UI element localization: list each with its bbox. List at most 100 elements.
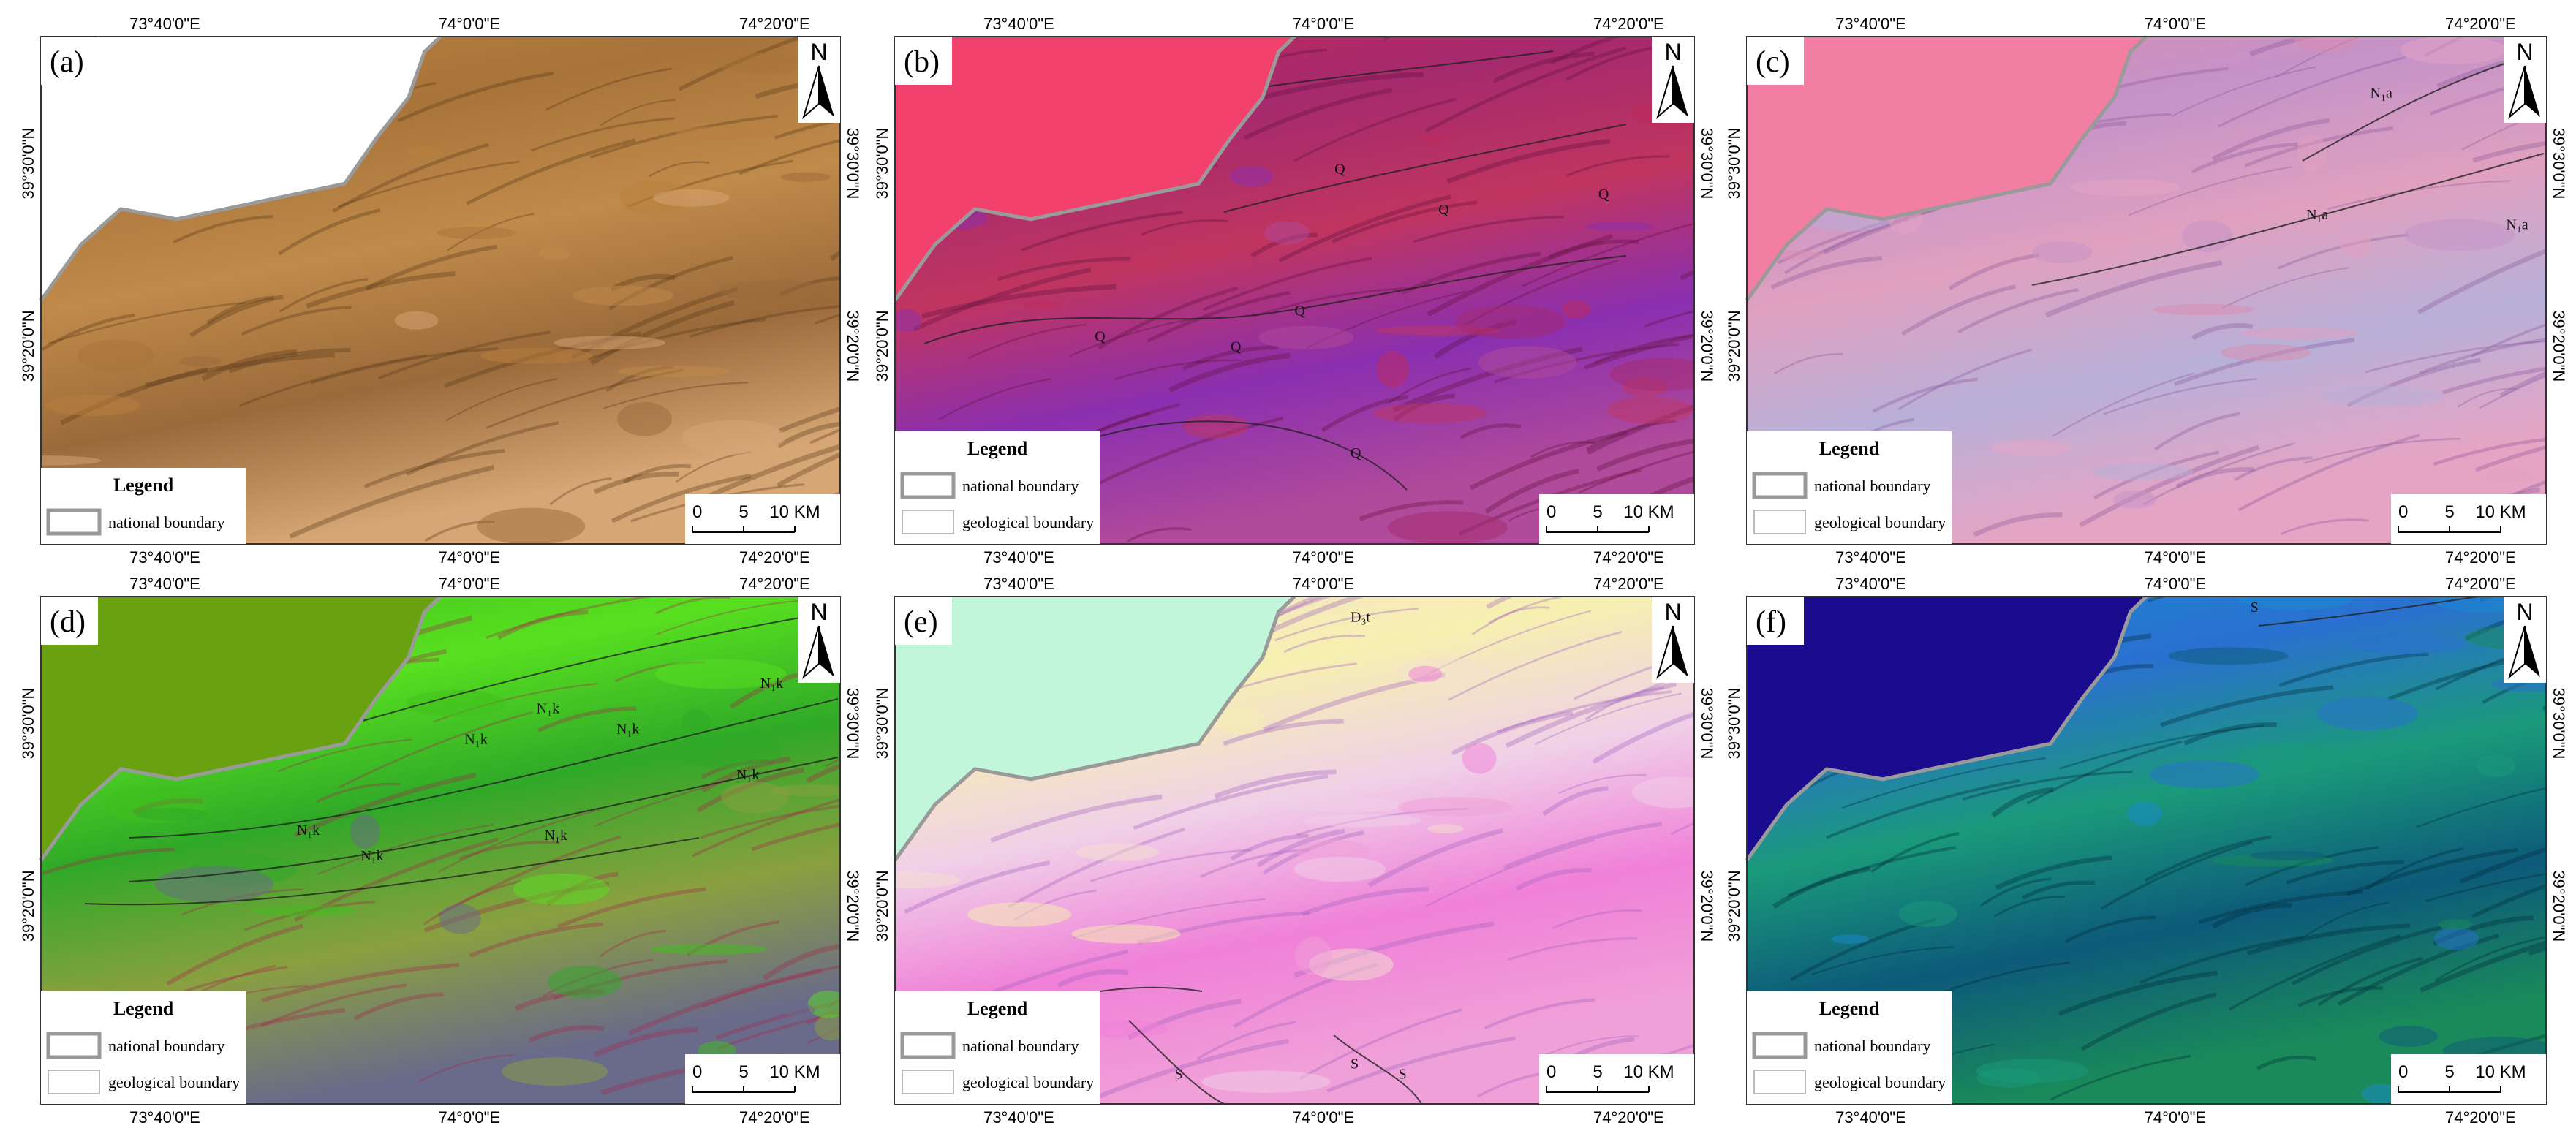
panel-label-box: [895, 597, 952, 645]
ridge: [332, 143, 489, 213]
scale-label: 0: [692, 502, 702, 522]
longitude-label: 73°40'0"E: [1835, 575, 1906, 593]
ridge: [778, 381, 840, 434]
patch: [572, 285, 673, 306]
ridge: [2365, 847, 2464, 890]
longitude-label: 74°20'0"E: [1593, 1108, 1664, 1127]
patch: [675, 126, 779, 140]
ridge: [587, 318, 766, 361]
ridge: [1522, 219, 1694, 287]
latitude-label: 39°20'0"N: [1725, 870, 1743, 942]
patch: [548, 966, 622, 999]
legend-item: national boundary: [108, 513, 224, 531]
ridge: [701, 756, 791, 793]
ridge: [2418, 336, 2546, 375]
legend-symbol: [48, 1070, 100, 1094]
patch: [2070, 178, 2181, 197]
ridge: [774, 107, 840, 140]
ridge: [600, 99, 676, 126]
patch: [1303, 814, 1421, 828]
ridge: [238, 354, 427, 407]
patch: [439, 904, 481, 934]
panel-frame: [894, 596, 1695, 1105]
ridge: [1492, 51, 1595, 83]
ridge: [2237, 434, 2420, 512]
patch: [1420, 133, 1451, 144]
ridge: [1787, 846, 1956, 898]
ridge: [2050, 1055, 2191, 1101]
ridge: [1644, 293, 1694, 328]
ridge: [338, 160, 520, 208]
ridge: [549, 477, 612, 506]
ridge: [2317, 956, 2424, 1007]
ridge: [1530, 441, 1596, 458]
north-arrow-right: [2525, 626, 2540, 677]
ridge: [545, 67, 672, 111]
north-arrow-right: [1673, 66, 1688, 117]
scale-label: 5: [739, 1062, 748, 1082]
ridge: [406, 421, 559, 476]
ridge: [1565, 155, 1670, 177]
ridge: [2471, 853, 2546, 919]
ridge: [316, 782, 401, 803]
patch: [1376, 351, 1409, 387]
ridge: [921, 284, 1117, 319]
ridge: [2100, 841, 2254, 910]
ridge: [2052, 372, 2195, 437]
ridge: [353, 992, 444, 1021]
national-boundary: [1745, 595, 2148, 862]
ridge: [317, 823, 494, 875]
ridge: [1993, 896, 2065, 917]
ridge: [2434, 936, 2545, 982]
ridge: [1424, 45, 1627, 133]
patch: [681, 420, 785, 455]
panel-label-box: [41, 597, 98, 645]
panel-label: (d): [50, 605, 86, 639]
legend-item: geological boundary: [108, 1073, 240, 1091]
ridge: [1326, 1036, 1516, 1093]
longitude-label: 74°0'0"E: [2145, 1108, 2206, 1127]
ridge: [1147, 290, 1291, 343]
legend-item: geological boundary: [1814, 513, 1946, 531]
ridge: [1957, 287, 2079, 334]
formation-label: N₁k: [360, 848, 383, 864]
formation-label: Q: [1598, 186, 1609, 203]
patch: [1990, 439, 2072, 457]
longitude-label: 74°0'0"E: [1293, 15, 1354, 33]
patch: [480, 348, 593, 364]
patch: [1585, 222, 1653, 232]
patch: [617, 402, 673, 436]
country-area: [41, 597, 840, 1104]
patch: [2149, 760, 2260, 789]
longitude-label: 73°40'0"E: [983, 548, 1054, 567]
scale-label: 5: [739, 502, 748, 522]
geological-boundary: [923, 50, 1627, 491]
country-area: [895, 597, 1694, 1104]
ridge: [277, 738, 412, 773]
patch: [154, 866, 274, 903]
ridge: [1497, 690, 1672, 733]
ridge: [2139, 936, 2303, 984]
ridge: [622, 463, 692, 484]
patch: [1831, 934, 1870, 944]
ridge: [1114, 359, 1242, 381]
ridge: [1299, 1008, 1463, 1080]
ridge: [997, 257, 1131, 281]
patch: [554, 336, 665, 350]
latitude-label: 39°20'0"N: [1698, 870, 1716, 942]
longitude-label: 74°20'0"E: [1593, 15, 1664, 33]
latitude-label: 39°30'0"N: [873, 128, 891, 200]
latitude-label: 39°20'0"N: [2550, 870, 2568, 942]
latitude-label: 39°30'0"N: [1725, 688, 1743, 760]
ridge: [2044, 260, 2223, 318]
ridge: [437, 809, 601, 873]
legend-title: Legend: [1819, 438, 1880, 459]
ridge: [166, 923, 303, 986]
panel-frame: [894, 36, 1695, 545]
ridge: [1359, 500, 1464, 521]
ridge: [649, 161, 710, 178]
scale-box: [1539, 1054, 1694, 1104]
ridge: [1451, 710, 1574, 756]
legend-title: Legend: [113, 998, 174, 1019]
